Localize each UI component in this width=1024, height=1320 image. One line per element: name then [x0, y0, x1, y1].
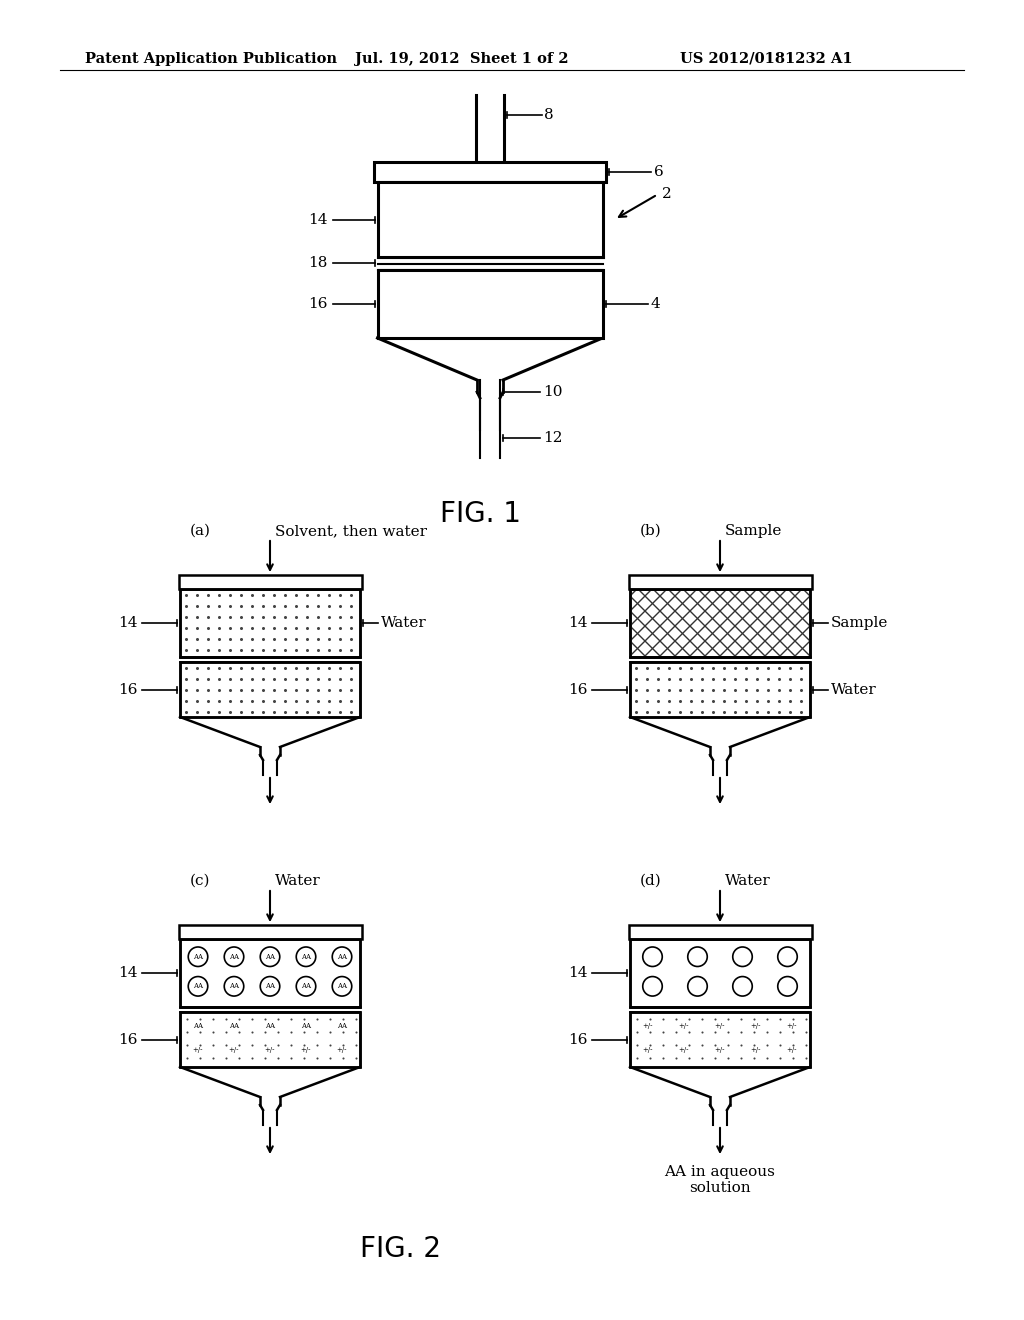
Text: 4: 4 — [650, 297, 660, 312]
Text: 16: 16 — [568, 1032, 588, 1047]
Bar — [630, 663, 810, 717]
Text: AA: AA — [301, 982, 311, 990]
Bar — [630, 939, 810, 1007]
Bar — [178, 925, 361, 939]
Bar — [630, 589, 810, 657]
Text: AA: AA — [337, 982, 347, 990]
Text: +/-: +/- — [679, 1047, 689, 1055]
Text: 16: 16 — [119, 682, 138, 697]
Text: Water: Water — [725, 874, 771, 888]
Text: Water: Water — [831, 682, 877, 697]
Text: +/-: +/- — [786, 1047, 798, 1055]
Bar — [180, 1012, 360, 1067]
Text: 14: 14 — [308, 213, 328, 227]
Text: (c): (c) — [190, 874, 211, 888]
Bar — [374, 162, 606, 182]
Bar — [180, 939, 360, 1007]
Text: 2: 2 — [662, 187, 672, 202]
Text: 8: 8 — [544, 108, 554, 121]
Bar — [630, 663, 810, 717]
Text: +/-: +/- — [715, 1047, 725, 1055]
Text: 14: 14 — [568, 966, 588, 979]
Text: AA: AA — [193, 1023, 203, 1031]
Text: +/-: +/- — [265, 1047, 275, 1055]
Bar — [378, 182, 602, 257]
Text: (a): (a) — [190, 524, 211, 539]
Bar — [180, 589, 360, 657]
Text: AA: AA — [337, 1023, 347, 1031]
Text: AA in aqueous
solution: AA in aqueous solution — [665, 1166, 775, 1195]
Text: +/-: +/- — [679, 1023, 689, 1031]
Text: Sample: Sample — [831, 616, 889, 630]
Bar — [180, 663, 360, 717]
Text: FIG. 1: FIG. 1 — [439, 500, 520, 528]
Text: +/-: +/- — [643, 1023, 653, 1031]
Bar — [180, 939, 360, 1007]
Text: Water: Water — [381, 616, 427, 630]
Text: +/-: +/- — [715, 1023, 725, 1031]
Text: 16: 16 — [308, 297, 328, 312]
Text: 16: 16 — [119, 1032, 138, 1047]
Text: AA: AA — [193, 953, 203, 961]
Text: AA: AA — [265, 1023, 275, 1031]
Text: 12: 12 — [543, 432, 562, 445]
Bar — [630, 589, 810, 657]
Text: 14: 14 — [119, 616, 138, 630]
Bar — [180, 663, 360, 717]
Text: 14: 14 — [119, 966, 138, 979]
Text: +/-: +/- — [643, 1047, 653, 1055]
Bar — [629, 576, 811, 589]
Bar — [630, 939, 810, 1007]
Text: AA: AA — [301, 1023, 311, 1031]
Text: AA: AA — [337, 953, 347, 961]
Text: +/-: +/- — [193, 1047, 203, 1055]
Text: Jul. 19, 2012  Sheet 1 of 2: Jul. 19, 2012 Sheet 1 of 2 — [355, 51, 568, 66]
Text: Sample: Sample — [725, 524, 782, 539]
Text: AA: AA — [193, 982, 203, 990]
Bar — [180, 1012, 360, 1067]
Bar — [630, 1012, 810, 1067]
Text: 18: 18 — [308, 256, 328, 271]
Text: 6: 6 — [654, 165, 664, 180]
Text: +/-: +/- — [301, 1047, 311, 1055]
Text: +/-: +/- — [751, 1047, 761, 1055]
Text: AA: AA — [265, 953, 275, 961]
Text: 14: 14 — [568, 616, 588, 630]
Text: +/-: +/- — [786, 1023, 798, 1031]
Text: 10: 10 — [543, 385, 562, 399]
Text: AA: AA — [265, 982, 275, 990]
Text: FIG. 2: FIG. 2 — [359, 1236, 440, 1263]
Bar — [178, 576, 361, 589]
Text: AA: AA — [229, 1023, 239, 1031]
Text: Water: Water — [275, 874, 321, 888]
Text: AA: AA — [301, 953, 311, 961]
Text: AA: AA — [229, 953, 239, 961]
Bar — [630, 1012, 810, 1067]
Text: US 2012/0181232 A1: US 2012/0181232 A1 — [680, 51, 853, 66]
Text: AA: AA — [229, 982, 239, 990]
Bar — [378, 271, 602, 338]
Bar — [629, 925, 811, 939]
Text: +/-: +/- — [228, 1047, 240, 1055]
Text: Solvent, then water: Solvent, then water — [275, 524, 427, 539]
Text: 16: 16 — [568, 682, 588, 697]
Text: Patent Application Publication: Patent Application Publication — [85, 51, 337, 66]
Text: (d): (d) — [640, 874, 662, 888]
Bar — [180, 589, 360, 657]
Text: (b): (b) — [640, 524, 662, 539]
Text: +/-: +/- — [751, 1023, 761, 1031]
Text: +/-: +/- — [337, 1047, 347, 1055]
